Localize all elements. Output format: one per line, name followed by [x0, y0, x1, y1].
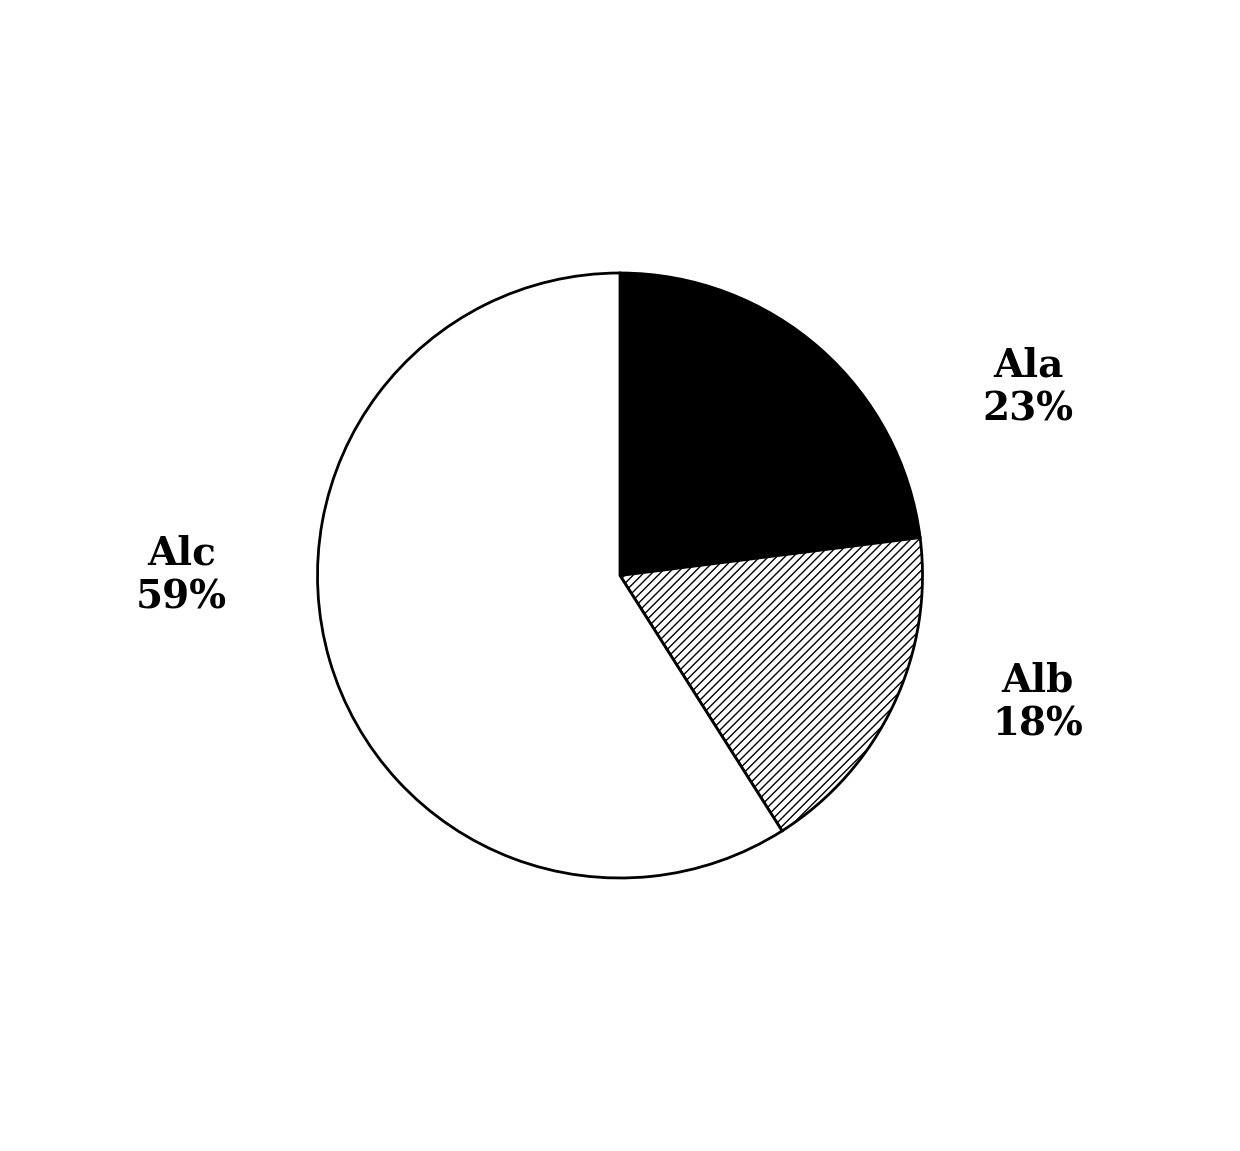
Text: Alc
59%: Alc 59%: [136, 534, 227, 617]
Text: Alb
18%: Alb 18%: [992, 662, 1083, 744]
Wedge shape: [317, 273, 782, 878]
Text: Ala
23%: Ala 23%: [983, 346, 1074, 429]
Wedge shape: [620, 273, 920, 576]
Wedge shape: [620, 538, 923, 831]
